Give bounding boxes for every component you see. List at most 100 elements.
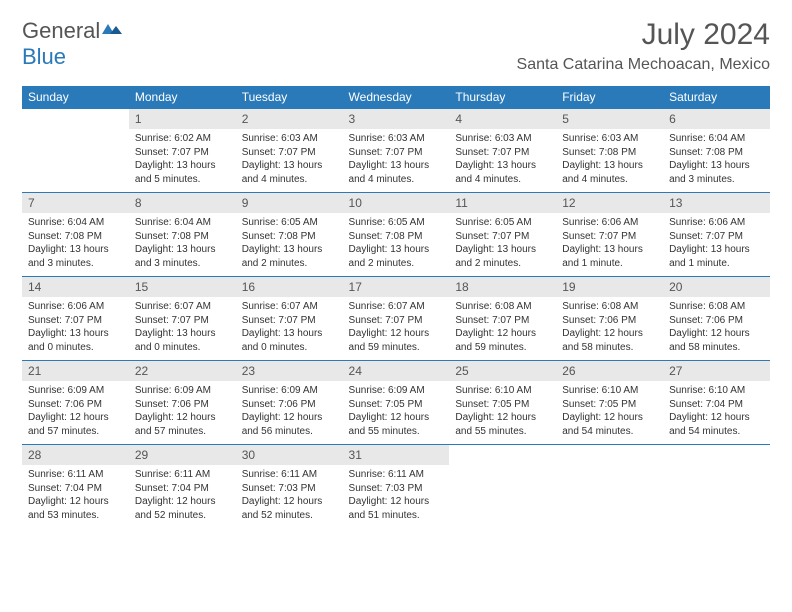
- sunrise-text: Sunrise: 6:09 AM: [349, 384, 444, 398]
- sunset-text: Sunset: 7:08 PM: [242, 230, 337, 244]
- day-cell: [22, 109, 129, 193]
- daylight-text: Daylight: 12 hours and 58 minutes.: [669, 327, 764, 354]
- day-cell: 19Sunrise: 6:08 AMSunset: 7:06 PMDayligh…: [556, 277, 663, 361]
- daylight-text: Daylight: 13 hours and 4 minutes.: [455, 159, 550, 186]
- day-cell: 26Sunrise: 6:10 AMSunset: 7:05 PMDayligh…: [556, 361, 663, 445]
- sunset-text: Sunset: 7:04 PM: [28, 482, 123, 496]
- day-cell: 23Sunrise: 6:09 AMSunset: 7:06 PMDayligh…: [236, 361, 343, 445]
- sunset-text: Sunset: 7:07 PM: [562, 230, 657, 244]
- daylight-text: Daylight: 13 hours and 0 minutes.: [242, 327, 337, 354]
- sunset-text: Sunset: 7:05 PM: [349, 398, 444, 412]
- sunrise-text: Sunrise: 6:04 AM: [135, 216, 230, 230]
- day-number: 6: [663, 109, 770, 129]
- day-cell: 22Sunrise: 6:09 AMSunset: 7:06 PMDayligh…: [129, 361, 236, 445]
- day-number: 23: [236, 361, 343, 381]
- sunrise-text: Sunrise: 6:06 AM: [669, 216, 764, 230]
- sunset-text: Sunset: 7:07 PM: [28, 314, 123, 328]
- sunrise-text: Sunrise: 6:09 AM: [135, 384, 230, 398]
- daylight-text: Daylight: 12 hours and 52 minutes.: [242, 495, 337, 522]
- daylight-text: Daylight: 12 hours and 59 minutes.: [455, 327, 550, 354]
- sunset-text: Sunset: 7:04 PM: [135, 482, 230, 496]
- sunset-text: Sunset: 7:07 PM: [349, 146, 444, 160]
- day-body: Sunrise: 6:04 AMSunset: 7:08 PMDaylight:…: [663, 129, 770, 192]
- sunset-text: Sunset: 7:07 PM: [135, 314, 230, 328]
- day-body: Sunrise: 6:06 AMSunset: 7:07 PMDaylight:…: [22, 297, 129, 360]
- sunset-text: Sunset: 7:07 PM: [242, 314, 337, 328]
- day-body: Sunrise: 6:06 AMSunset: 7:07 PMDaylight:…: [556, 213, 663, 276]
- day-number: 14: [22, 277, 129, 297]
- sunrise-text: Sunrise: 6:11 AM: [28, 468, 123, 482]
- day-cell: 28Sunrise: 6:11 AMSunset: 7:04 PMDayligh…: [22, 445, 129, 529]
- day-body: Sunrise: 6:11 AMSunset: 7:03 PMDaylight:…: [236, 465, 343, 528]
- day-number: [22, 109, 129, 127]
- day-cell: [449, 445, 556, 529]
- day-cell: 12Sunrise: 6:06 AMSunset: 7:07 PMDayligh…: [556, 193, 663, 277]
- day-number: 31: [343, 445, 450, 465]
- day-number: 15: [129, 277, 236, 297]
- sunset-text: Sunset: 7:03 PM: [242, 482, 337, 496]
- sunset-text: Sunset: 7:07 PM: [135, 146, 230, 160]
- brand-logo: General Blue: [22, 18, 122, 70]
- sunrise-text: Sunrise: 6:07 AM: [135, 300, 230, 314]
- sunrise-text: Sunrise: 6:10 AM: [669, 384, 764, 398]
- day-header-wed: Wednesday: [343, 86, 450, 109]
- week-row: 21Sunrise: 6:09 AMSunset: 7:06 PMDayligh…: [22, 361, 770, 445]
- day-number: 19: [556, 277, 663, 297]
- day-cell: 8Sunrise: 6:04 AMSunset: 7:08 PMDaylight…: [129, 193, 236, 277]
- sunset-text: Sunset: 7:07 PM: [455, 146, 550, 160]
- day-body: Sunrise: 6:10 AMSunset: 7:05 PMDaylight:…: [449, 381, 556, 444]
- week-row: 1Sunrise: 6:02 AMSunset: 7:07 PMDaylight…: [22, 109, 770, 193]
- day-number: [449, 445, 556, 463]
- sunset-text: Sunset: 7:03 PM: [349, 482, 444, 496]
- day-number: 17: [343, 277, 450, 297]
- sunset-text: Sunset: 7:05 PM: [455, 398, 550, 412]
- day-body: Sunrise: 6:09 AMSunset: 7:06 PMDaylight:…: [236, 381, 343, 444]
- day-number: 30: [236, 445, 343, 465]
- sunset-text: Sunset: 7:06 PM: [28, 398, 123, 412]
- day-cell: 24Sunrise: 6:09 AMSunset: 7:05 PMDayligh…: [343, 361, 450, 445]
- day-body: Sunrise: 6:05 AMSunset: 7:08 PMDaylight:…: [343, 213, 450, 276]
- day-number: [663, 445, 770, 463]
- day-header-tue: Tuesday: [236, 86, 343, 109]
- sunset-text: Sunset: 7:06 PM: [562, 314, 657, 328]
- day-body: Sunrise: 6:11 AMSunset: 7:04 PMDaylight:…: [129, 465, 236, 528]
- brand-word1: General: [22, 18, 100, 43]
- sunrise-text: Sunrise: 6:06 AM: [28, 300, 123, 314]
- day-body: Sunrise: 6:05 AMSunset: 7:08 PMDaylight:…: [236, 213, 343, 276]
- day-number: 29: [129, 445, 236, 465]
- day-number: 18: [449, 277, 556, 297]
- sunrise-text: Sunrise: 6:02 AM: [135, 132, 230, 146]
- day-body: Sunrise: 6:10 AMSunset: 7:05 PMDaylight:…: [556, 381, 663, 444]
- day-body: Sunrise: 6:09 AMSunset: 7:06 PMDaylight:…: [22, 381, 129, 444]
- day-number: 10: [343, 193, 450, 213]
- daylight-text: Daylight: 12 hours and 58 minutes.: [562, 327, 657, 354]
- day-cell: [556, 445, 663, 529]
- day-cell: 21Sunrise: 6:09 AMSunset: 7:06 PMDayligh…: [22, 361, 129, 445]
- sunrise-text: Sunrise: 6:05 AM: [349, 216, 444, 230]
- day-body: Sunrise: 6:11 AMSunset: 7:03 PMDaylight:…: [343, 465, 450, 528]
- daylight-text: Daylight: 13 hours and 3 minutes.: [28, 243, 123, 270]
- day-number: 20: [663, 277, 770, 297]
- daylight-text: Daylight: 12 hours and 59 minutes.: [349, 327, 444, 354]
- daylight-text: Daylight: 13 hours and 1 minute.: [562, 243, 657, 270]
- day-body: Sunrise: 6:08 AMSunset: 7:06 PMDaylight:…: [663, 297, 770, 360]
- brand-word2: Blue: [22, 44, 66, 69]
- sunrise-text: Sunrise: 6:04 AM: [28, 216, 123, 230]
- day-body: Sunrise: 6:03 AMSunset: 7:08 PMDaylight:…: [556, 129, 663, 192]
- day-number: 13: [663, 193, 770, 213]
- daylight-text: Daylight: 12 hours and 57 minutes.: [28, 411, 123, 438]
- day-number: 12: [556, 193, 663, 213]
- day-cell: 2Sunrise: 6:03 AMSunset: 7:07 PMDaylight…: [236, 109, 343, 193]
- daylight-text: Daylight: 13 hours and 0 minutes.: [135, 327, 230, 354]
- day-body: [663, 463, 770, 521]
- daylight-text: Daylight: 12 hours and 55 minutes.: [455, 411, 550, 438]
- day-cell: 7Sunrise: 6:04 AMSunset: 7:08 PMDaylight…: [22, 193, 129, 277]
- day-number: 8: [129, 193, 236, 213]
- day-cell: 31Sunrise: 6:11 AMSunset: 7:03 PMDayligh…: [343, 445, 450, 529]
- day-cell: 16Sunrise: 6:07 AMSunset: 7:07 PMDayligh…: [236, 277, 343, 361]
- sunrise-text: Sunrise: 6:08 AM: [669, 300, 764, 314]
- sunset-text: Sunset: 7:08 PM: [562, 146, 657, 160]
- day-number: 22: [129, 361, 236, 381]
- day-cell: 13Sunrise: 6:06 AMSunset: 7:07 PMDayligh…: [663, 193, 770, 277]
- day-cell: 11Sunrise: 6:05 AMSunset: 7:07 PMDayligh…: [449, 193, 556, 277]
